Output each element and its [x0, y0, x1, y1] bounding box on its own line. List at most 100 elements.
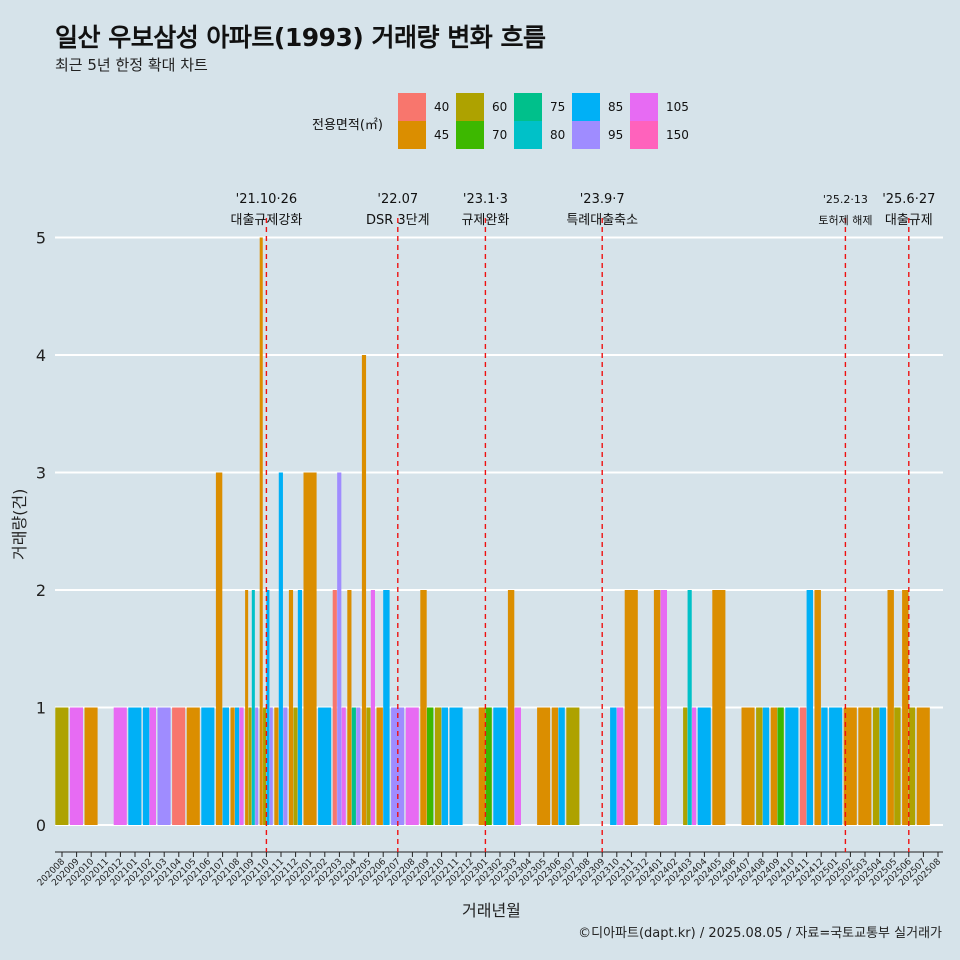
- bar: [263, 707, 267, 825]
- bar: [84, 707, 98, 825]
- bar: [391, 707, 405, 825]
- bar: [879, 707, 886, 825]
- bar: [266, 590, 270, 825]
- bar: [537, 707, 551, 825]
- event-date: '23.1·3: [463, 192, 508, 207]
- legend-label: 60: [492, 100, 508, 114]
- bar: [902, 590, 909, 825]
- bar: [434, 707, 442, 825]
- event-date: '22.07: [377, 192, 418, 207]
- legend-label: 105: [666, 100, 689, 114]
- legend-item-75: 75: [514, 93, 574, 121]
- bar: [337, 472, 342, 825]
- legend-label: 95: [608, 128, 624, 142]
- legend-item-95: 95: [572, 121, 632, 149]
- bar: [157, 707, 171, 825]
- bar: [653, 590, 661, 825]
- bar: [297, 590, 302, 825]
- bar: [341, 707, 346, 825]
- event-date: '21.10·26: [236, 192, 297, 207]
- bar: [332, 590, 337, 825]
- legend-label: 45: [434, 128, 450, 142]
- legend-label: 75: [550, 100, 566, 114]
- y-axis-label: 거래량(건): [10, 488, 29, 560]
- bar: [361, 355, 367, 825]
- bar: [351, 707, 356, 825]
- bar: [215, 472, 223, 825]
- event-label: 대출규제: [885, 213, 933, 228]
- bar: [872, 707, 880, 825]
- bar: [916, 707, 930, 825]
- legend-item-70: 70: [456, 121, 516, 149]
- legend-label: 40: [434, 100, 450, 114]
- legend-item-45: 45: [398, 121, 458, 149]
- x-axis-label: 거래년월: [462, 901, 521, 920]
- y-tick-label: 2: [36, 581, 46, 600]
- legend-swatch: [514, 121, 542, 149]
- bar: [278, 472, 283, 825]
- legend-label: 70: [492, 128, 508, 142]
- bar: [493, 707, 507, 825]
- legend-item-80: 80: [514, 121, 574, 149]
- bar: [799, 707, 807, 825]
- legend-swatch: [572, 121, 600, 149]
- bar: [692, 707, 697, 825]
- y-tick-label: 1: [36, 699, 46, 718]
- bar: [660, 590, 667, 825]
- bar: [806, 590, 813, 825]
- bar: [843, 707, 857, 825]
- bar: [697, 707, 711, 825]
- bar: [887, 590, 894, 825]
- event-date: '23.9·7: [580, 192, 625, 207]
- bar: [69, 707, 83, 825]
- bar: [347, 590, 352, 825]
- bar: [449, 707, 463, 825]
- bar: [894, 707, 901, 825]
- bar: [376, 707, 383, 825]
- event-label: DSR 3단계: [366, 213, 430, 228]
- bar: [514, 707, 521, 825]
- bar: [420, 590, 427, 825]
- legend-item-85: 85: [572, 93, 632, 121]
- bar: [239, 707, 244, 825]
- bar: [858, 707, 872, 825]
- bar: [248, 707, 252, 825]
- y-tick-label: 0: [36, 816, 46, 835]
- bar: [245, 590, 249, 825]
- bar: [777, 707, 784, 825]
- legend-swatch: [630, 93, 658, 121]
- bar: [566, 707, 580, 825]
- bar: [283, 707, 288, 825]
- bar: [288, 590, 294, 825]
- bar: [230, 707, 235, 825]
- bar: [55, 707, 69, 825]
- legend-item-60: 60: [456, 93, 516, 121]
- bar: [821, 707, 828, 825]
- bar: [303, 472, 317, 825]
- event-date: '25.6·27: [882, 192, 935, 207]
- event-label: 특례대출축소: [566, 213, 638, 228]
- bar: [234, 707, 240, 825]
- bar: [356, 707, 361, 825]
- bar: [383, 590, 390, 825]
- bar: [427, 707, 434, 825]
- bar: [756, 707, 763, 825]
- legend-swatch: [398, 93, 426, 121]
- legend-label: 80: [550, 128, 566, 142]
- bar: [785, 707, 799, 825]
- bar: [149, 707, 156, 825]
- bar: [405, 707, 419, 825]
- bar: [441, 707, 448, 825]
- y-tick-label: 3: [36, 464, 46, 483]
- legend-swatch: [514, 93, 542, 121]
- bar: [251, 590, 255, 825]
- legend-swatch: [572, 93, 600, 121]
- legend-swatch: [630, 121, 658, 149]
- bar: [908, 707, 916, 825]
- bar: [128, 707, 142, 825]
- bar: [366, 707, 371, 825]
- bar: [259, 237, 263, 825]
- event-label: 대출규제강화: [231, 213, 303, 228]
- legend-item-40: 40: [398, 93, 458, 121]
- bar: [687, 590, 692, 825]
